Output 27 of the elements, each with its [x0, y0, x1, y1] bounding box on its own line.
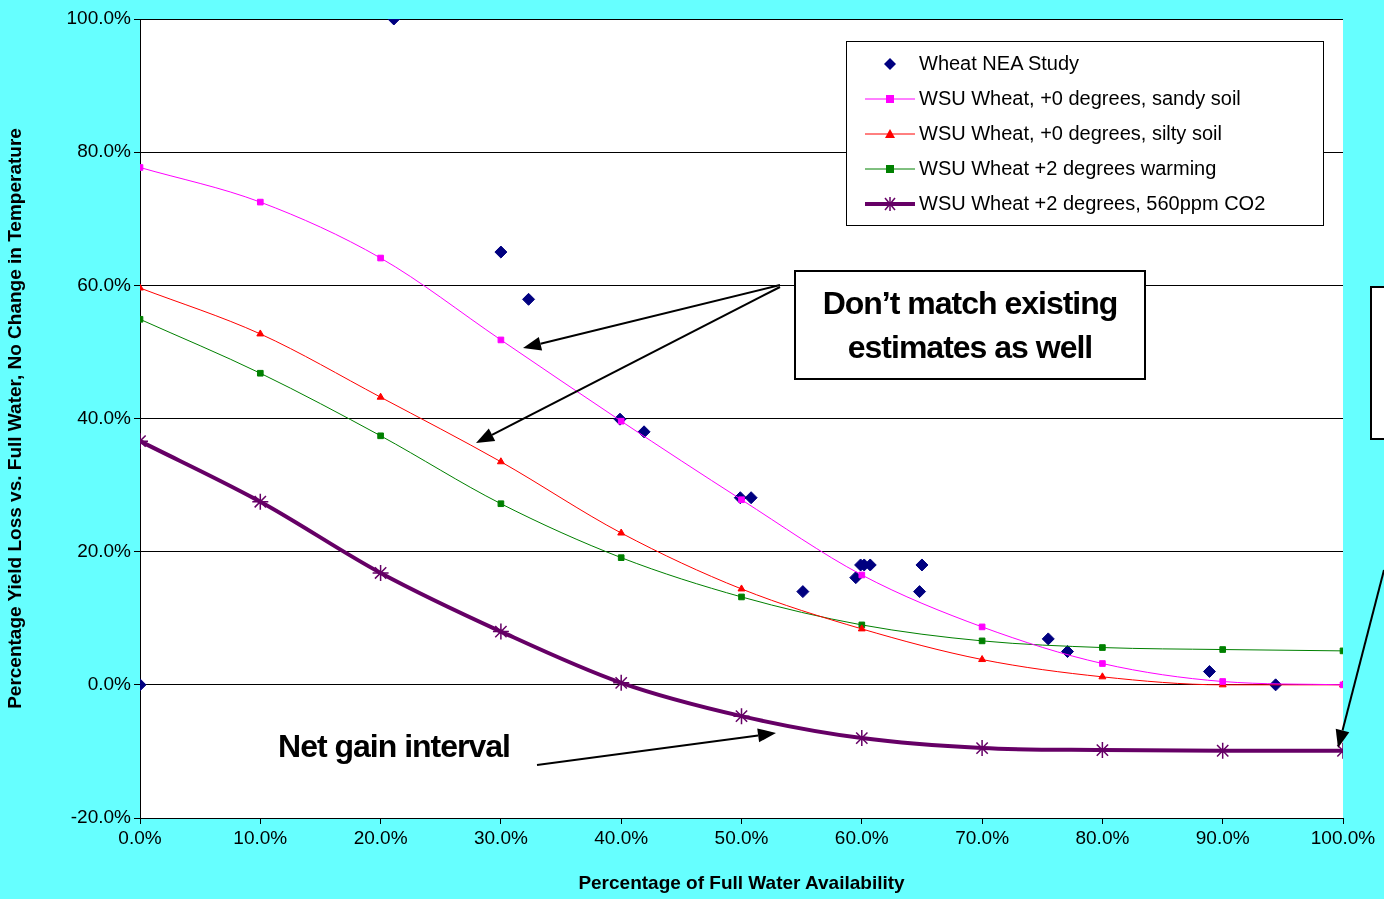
- legend-label: WSU Wheat, +0 degrees, sandy soil: [919, 87, 1241, 110]
- y-tick-label: 40.0%: [77, 406, 132, 428]
- x-tick-label: 80.0%: [1075, 826, 1130, 848]
- legend-label: Wheat NEA Study: [919, 52, 1080, 75]
- y-tick-label: 80.0%: [77, 140, 132, 162]
- annotation: Net gain interval: [278, 728, 510, 764]
- y-tick-label: 20.0%: [77, 539, 132, 561]
- legend-label: WSU Wheat +2 degrees, 560ppm CO2: [919, 192, 1266, 215]
- x-tick-label: 40.0%: [594, 826, 649, 848]
- y-axis-title: Percentage Yield Loss vs. Full Water, No Change in Temperature: [3, 128, 25, 709]
- y-tick-label: 100.0%: [66, 7, 132, 29]
- x-tick-label: 10.0%: [233, 826, 288, 848]
- legend-label: WSU Wheat, +0 degrees, silty soil: [919, 122, 1222, 145]
- y-tick-label: -20.0%: [70, 806, 132, 828]
- x-tick-label: 60.0%: [834, 826, 889, 848]
- x-axis-title: Percentage of Full Water Availability: [578, 871, 906, 893]
- x-tick-label: 90.0%: [1195, 826, 1250, 848]
- x-tick-label: 20.0%: [353, 826, 408, 848]
- x-tick-label: 100.0%: [1310, 826, 1376, 848]
- y-tick-label: 60.0%: [77, 273, 132, 295]
- legend-label: WSU Wheat +2 degrees warming: [919, 157, 1217, 180]
- x-tick-label: 70.0%: [955, 826, 1010, 848]
- x-tick-label: 0.0%: [118, 826, 162, 848]
- annotation: Don’t match existing estimates as well: [821, 284, 1119, 367]
- x-tick-label: 30.0%: [473, 826, 528, 848]
- y-tick-label: 0.0%: [87, 673, 132, 695]
- x-tick-label: 50.0%: [714, 826, 769, 848]
